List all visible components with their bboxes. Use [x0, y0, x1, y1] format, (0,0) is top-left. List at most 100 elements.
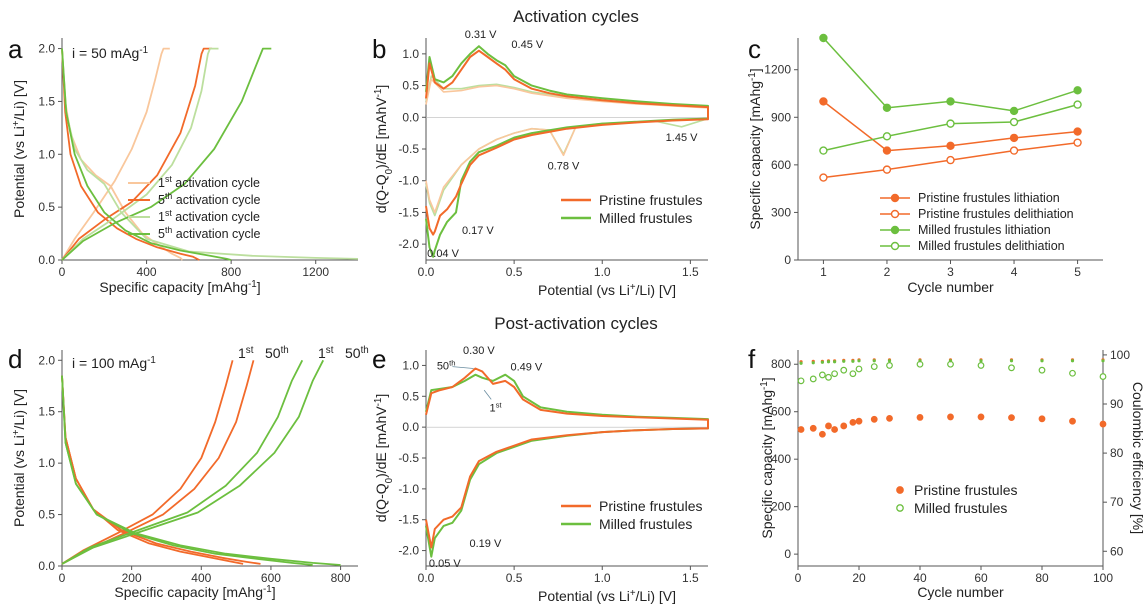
panel-label-a: a — [8, 34, 23, 64]
legend-marker — [890, 209, 900, 219]
efficiency-point — [918, 359, 922, 363]
efficiency-point — [1101, 359, 1105, 363]
data-point — [946, 119, 955, 128]
efficiency-point — [1040, 359, 1044, 363]
capacity-point — [840, 422, 848, 430]
capacity-point — [849, 370, 857, 378]
capacity-point — [819, 430, 826, 438]
legend-entry: Pristine frustules lithiation — [918, 191, 1060, 205]
x-tick-label: 20 — [852, 571, 866, 585]
y-axis-label: Specific capacity [mAhg-1] — [747, 68, 764, 229]
y-tick-label: 2.0 — [38, 42, 55, 56]
legend-marker — [890, 241, 900, 251]
efficiency-point — [826, 360, 831, 364]
cycle-label: 50th — [265, 345, 289, 362]
x-tick-label: 1.5 — [682, 571, 699, 585]
data-point — [882, 146, 892, 155]
series-d-1-charge-line — [61, 360, 234, 565]
series-d-1-discharge-line — [61, 375, 244, 565]
y-tick-label: -1.0 — [398, 174, 419, 188]
capacity-point — [1069, 369, 1076, 377]
y-tick-label: -0.5 — [398, 451, 419, 465]
data-point — [819, 146, 828, 155]
data-point — [1073, 138, 1082, 147]
capacity-point — [1069, 417, 1076, 425]
y-tick-label: 0.0 — [402, 420, 419, 434]
x-tick-label: 100 — [1093, 571, 1113, 585]
x-tick-label: 2 — [884, 265, 891, 279]
y-tick-label: 1.0 — [402, 358, 419, 372]
y-axis-label: d(Q-Q0)/dE [mAhV-1] — [373, 85, 395, 214]
y-tick-label: 0.0 — [38, 559, 55, 573]
capacity-point — [825, 422, 832, 430]
panel-d: 0 200 400 600 800 0.0 0.5 1.0 1.5 2.0 d i = 100 mAg… — [8, 344, 369, 600]
legend-marker — [896, 486, 904, 494]
efficiency-point — [842, 359, 846, 363]
x-tick-label: 400 — [191, 571, 211, 585]
efficiency-point — [833, 360, 837, 364]
x-tick-label: 1.5 — [682, 265, 699, 279]
y-tick-label: 1200 — [764, 63, 791, 77]
y2-tick-label: 80 — [1110, 446, 1124, 460]
x-tick-label: 800 — [331, 571, 351, 585]
x-axis-label: Potential (vs Li+/Li) [V] — [538, 282, 676, 299]
legend-entry: 1st activation cycle — [158, 174, 260, 190]
efficiency-point — [851, 359, 855, 363]
panel-b: 0.0 0.5 1.0 1.5 -2.0 -1.5 -1.0 -0.5 0.0 0.5 1.0 d(Q… — [372, 29, 709, 299]
capacity-point — [825, 373, 832, 381]
legend-marker — [896, 504, 904, 512]
capacity-point — [831, 370, 838, 378]
capacity-point — [1038, 415, 1046, 423]
data-point — [819, 33, 828, 43]
data-point — [946, 97, 955, 106]
annotation: 0.31 V — [465, 29, 497, 41]
x-tick-label: 3 — [947, 265, 954, 279]
x-axis-label: Specific capacity [mAhg-1] — [99, 279, 260, 296]
capacity-point — [870, 415, 878, 423]
capacity-point — [977, 413, 985, 421]
cycle-label: 1st — [318, 345, 334, 362]
annotation: 0.45 V — [511, 39, 543, 51]
data-point — [882, 132, 892, 141]
y-axis-label: Specific capacity [mAhg-1] — [759, 377, 776, 538]
capacity-point — [797, 377, 805, 385]
y-tick-label: 1.5 — [38, 94, 55, 108]
panel-f: 0 20 40 60 80 100 0 200 400 600 800 60 70 80 90 100 fSpe… — [748, 344, 1146, 600]
y-tick-label: 0.5 — [38, 508, 55, 522]
activation-section-title: Activation cycles — [513, 7, 639, 26]
y-tick-label: -2.0 — [398, 544, 419, 558]
legend-entry: Pristine frustules — [599, 498, 702, 514]
y-tick-label: 600 — [771, 158, 791, 172]
data-point — [882, 165, 892, 174]
panel-label-d: d — [8, 344, 22, 374]
post-activation-section-title: Post-activation cycles — [494, 314, 657, 333]
efficiency-point — [799, 361, 803, 365]
x-tick-label: 0.5 — [506, 571, 523, 585]
legend-entry: 5th activation cycle — [158, 225, 261, 241]
annotation: 0.30 V — [463, 345, 495, 357]
x-axis-label: Specific capacity [mAhg-1] — [114, 584, 275, 601]
capacity-point — [849, 418, 857, 426]
annotation: 0.04 V — [427, 248, 459, 260]
y-tick-label: 0.0 — [402, 110, 419, 124]
annotation: 0.49 V — [510, 362, 542, 374]
legend-entry: Milled frustules lithiation — [918, 223, 1051, 237]
y2-axis-label: Coulombic efficiency [%] — [1130, 382, 1146, 534]
x-tick-label: 0 — [59, 265, 66, 279]
data-point — [882, 103, 892, 112]
cycle-label: 1st — [238, 345, 254, 362]
capacity-point — [840, 366, 848, 374]
current-note: i = 100 mAg-1 — [72, 355, 156, 372]
capacity-point — [797, 426, 805, 433]
legend-entry: 1st activation cycle — [158, 208, 260, 224]
capacity-point — [809, 375, 817, 383]
series-a-2-discharge-line — [61, 48, 200, 261]
y-tick-label: 300 — [771, 205, 791, 219]
capacity-point — [831, 426, 838, 433]
series-a-3-charge-line — [61, 47, 219, 261]
panel-label-e: e — [372, 344, 386, 374]
series-e-1-line — [425, 367, 709, 549]
y-tick-label: 600 — [771, 405, 791, 419]
annotation: 0.78 V — [548, 160, 580, 172]
